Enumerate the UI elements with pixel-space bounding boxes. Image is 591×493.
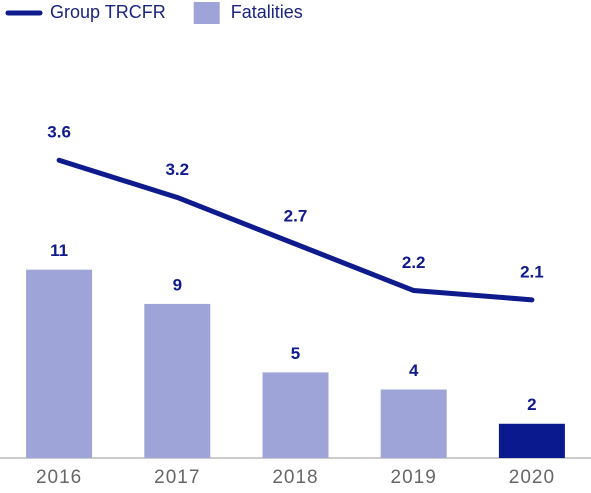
bar (26, 269, 93, 458)
data-label: 2 (527, 395, 536, 414)
data-label: 2.2 (402, 253, 426, 272)
data-label: 2.1 (520, 262, 544, 281)
x-tick-label: 2019 (391, 467, 437, 488)
bar (262, 372, 329, 458)
x-tick-label: 2018 (272, 467, 318, 488)
line (56, 157, 535, 303)
data-label: 3.6 (47, 123, 71, 142)
bar (498, 423, 565, 458)
legend-label: Group TRCFR (50, 2, 166, 22)
data-label: 3.2 (165, 160, 189, 179)
legend-swatch (193, 2, 220, 24)
legend-label: Fatalities (231, 2, 303, 22)
data-label: 9 (173, 275, 182, 294)
x-tick-label: 2017 (154, 467, 200, 488)
bar (380, 389, 447, 458)
data-label: 5 (291, 344, 300, 363)
data-label: 4 (409, 361, 419, 380)
x-tick-label: 2020 (509, 467, 555, 488)
data-label: 11 (50, 241, 68, 260)
bar (144, 303, 211, 458)
data-label: 2.7 (284, 206, 308, 225)
x-tick-label: 2016 (36, 467, 82, 488)
